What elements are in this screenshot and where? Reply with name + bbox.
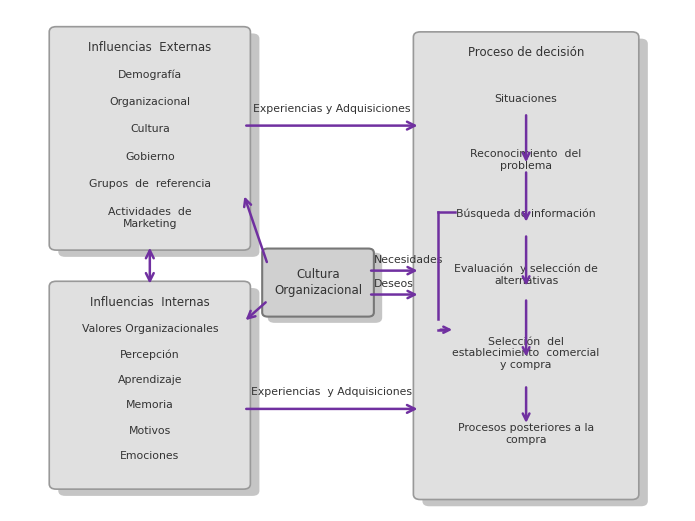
Text: Experiencias y Adquisiciones: Experiencias y Adquisiciones [253,104,411,114]
Text: Grupos  de  referencia: Grupos de referencia [89,179,211,190]
Text: Influencias  Externas: Influencias Externas [88,41,211,54]
Text: Deseos: Deseos [374,279,414,289]
Text: Actividades  de
Marketing: Actividades de Marketing [108,207,192,229]
Text: Emociones: Emociones [120,451,179,461]
Text: Influencias  Internas: Influencias Internas [90,296,210,309]
Text: Gobierno: Gobierno [125,152,174,162]
Text: Necesidades: Necesidades [374,255,443,265]
Text: Procesos posteriores a la
compra: Procesos posteriores a la compra [458,424,594,445]
FancyBboxPatch shape [58,288,259,496]
Text: Aprendizaje: Aprendizaje [117,375,182,385]
Text: Cultura: Cultura [296,268,340,281]
Text: Valores Organizacionales: Valores Organizacionales [81,324,218,334]
Text: Demografía: Demografía [117,69,182,80]
Text: Organizacional: Organizacional [274,284,362,297]
Text: Organizacional: Organizacional [109,97,190,107]
Text: Búsqueda de información: Búsqueda de información [457,208,596,219]
Text: Proceso de decisión: Proceso de decisión [468,46,584,59]
FancyBboxPatch shape [268,253,382,323]
FancyBboxPatch shape [58,33,259,257]
Text: Cultura: Cultura [130,125,170,134]
Text: Situaciones: Situaciones [495,94,557,104]
Text: Memoria: Memoria [126,400,174,410]
Text: Motivos: Motivos [129,426,171,436]
FancyBboxPatch shape [262,249,374,317]
Text: Experiencias  y Adquisiciones: Experiencias y Adquisiciones [252,388,412,398]
FancyBboxPatch shape [414,32,639,500]
Text: Reconocimiento  del
problema: Reconocimiento del problema [471,149,582,171]
FancyBboxPatch shape [423,39,648,506]
Text: Selección  del
establecimiento  comercial
y compra: Selección del establecimiento comercial … [452,337,600,370]
FancyBboxPatch shape [49,27,250,250]
Text: Evaluación  y selección de
alternativas: Evaluación y selección de alternativas [454,264,598,286]
FancyBboxPatch shape [49,281,250,489]
Text: Percepción: Percepción [120,350,179,360]
